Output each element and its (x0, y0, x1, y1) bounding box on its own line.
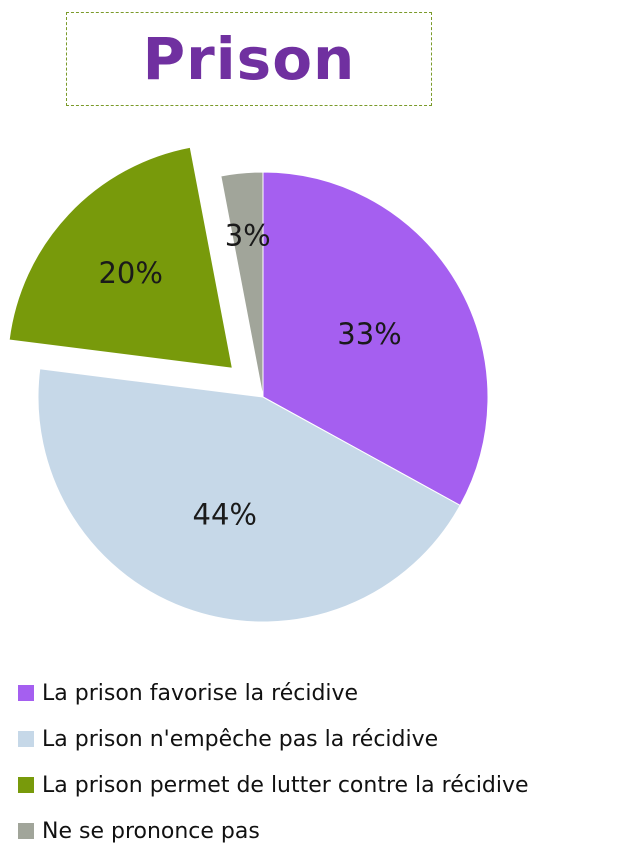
legend: La prison favorise la récidive La prison… (18, 670, 613, 854)
pie-slice-favorise (262, 171, 489, 507)
pie-label-ne-se-prononce-pas: 3% (225, 219, 271, 253)
pie-label-empeche-pas: 44% (193, 498, 257, 532)
legend-item-lutter: La prison permet de lutter contre la réc… (18, 762, 613, 808)
chart-title-box: Prison (66, 12, 432, 106)
pie-label-lutter: 20% (98, 256, 162, 290)
pie-slice-lutter (8, 146, 234, 369)
legend-label-favorise: La prison favorise la récidive (42, 680, 359, 706)
legend-label-empeche-pas: La prison n'empêche pas la récidive (42, 726, 439, 752)
legend-label-lutter: La prison permet de lutter contre la réc… (42, 772, 529, 798)
legend-swatch-empeche-pas (18, 731, 34, 747)
pie-slice-empeche-pas (37, 368, 461, 623)
legend-item-favorise: La prison favorise la récidive (18, 670, 613, 716)
legend-swatch-ne-se-prononce-pas (18, 823, 34, 839)
chart-title: Prison (142, 25, 356, 93)
pie-label-favorise: 33% (337, 317, 401, 351)
legend-item-empeche-pas: La prison n'empêche pas la récidive (18, 716, 613, 762)
legend-swatch-lutter (18, 777, 34, 793)
legend-swatch-favorise (18, 685, 34, 701)
legend-label-ne-se-prononce-pas: Ne se prononce pas (42, 818, 260, 844)
pie-chart: 33% 44% 20% 3% (8, 146, 489, 623)
pie-slice-ne-se-prononce-pas (220, 171, 264, 398)
legend-item-ne-se-prononce-pas: Ne se prononce pas (18, 808, 613, 854)
